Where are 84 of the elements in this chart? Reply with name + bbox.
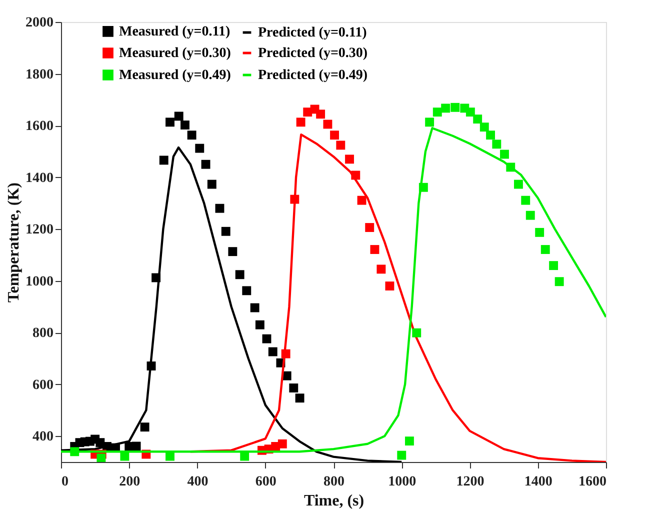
point <box>330 130 339 140</box>
point <box>549 261 558 270</box>
point <box>187 130 196 140</box>
point <box>255 320 264 330</box>
point <box>370 245 380 254</box>
point <box>365 223 374 232</box>
point <box>278 439 287 448</box>
point <box>316 110 326 119</box>
x-tick-label: 200 <box>119 474 140 490</box>
point <box>376 264 386 274</box>
point <box>385 282 394 290</box>
point <box>473 114 482 124</box>
legend-label: Predicted (y=0.49) <box>258 68 368 83</box>
point <box>514 180 523 189</box>
point <box>441 104 450 113</box>
point <box>466 108 475 117</box>
x-tick-label: 400 <box>187 474 208 490</box>
point <box>132 442 141 451</box>
point <box>425 118 434 127</box>
point <box>336 140 346 150</box>
point <box>296 118 306 127</box>
point <box>492 140 502 149</box>
point <box>120 452 130 461</box>
x-tick-label: 0 <box>62 474 68 490</box>
y-tick-label: 1800 <box>26 67 54 82</box>
point <box>250 303 260 312</box>
point <box>140 422 150 432</box>
y-tick-label: 600 <box>32 378 54 393</box>
point <box>480 122 489 132</box>
legend-label: Measured (y=0.49) <box>119 68 232 83</box>
point <box>242 286 252 296</box>
x-tick-label: 1600 <box>578 474 606 490</box>
y-tick-label: 2000 <box>26 16 54 30</box>
point <box>174 112 184 121</box>
legend-label: Measured (y=0.11) <box>119 24 230 40</box>
point <box>201 160 210 169</box>
point <box>221 226 230 236</box>
point <box>166 118 174 127</box>
point <box>357 196 366 205</box>
point <box>295 394 304 403</box>
point <box>215 204 224 213</box>
x-tick-label: 600 <box>255 474 276 490</box>
point <box>404 436 414 446</box>
line-series <box>61 146 403 462</box>
point <box>159 156 168 165</box>
point <box>268 347 278 356</box>
point <box>262 334 272 344</box>
point <box>323 120 332 129</box>
point <box>412 328 422 338</box>
point <box>486 130 495 140</box>
point <box>166 452 174 461</box>
point <box>96 454 106 462</box>
legend-label: Predicted (y=0.11) <box>258 26 368 40</box>
point <box>432 108 442 117</box>
point <box>289 384 298 392</box>
point <box>235 270 244 280</box>
y-tick-label: 800 <box>32 326 54 342</box>
point <box>240 452 250 461</box>
x-tick-label: 800 <box>324 474 344 490</box>
y-tick-label: 1200 <box>26 222 54 238</box>
point <box>207 180 216 189</box>
point <box>554 277 564 286</box>
x-axis-title: Time, (s) <box>304 492 364 510</box>
x-tick-label: 1000 <box>388 474 416 490</box>
point <box>180 120 190 130</box>
point <box>500 150 509 159</box>
point <box>521 196 530 205</box>
legend-label: Measured (y=0.30) <box>119 46 232 61</box>
y-axis-title: Temperature, (K) <box>6 182 22 302</box>
y-tick-label: 1400 <box>26 170 54 186</box>
point <box>526 210 535 220</box>
point <box>228 247 238 256</box>
point <box>540 245 550 254</box>
y-tick-label: 1600 <box>26 119 54 134</box>
point <box>450 102 460 112</box>
y-tick-label: 1000 <box>26 274 54 290</box>
point <box>535 228 544 237</box>
y-tick-label: 400 <box>32 430 54 445</box>
legend-label: Predicted (y=0.30) <box>258 46 368 61</box>
point <box>345 154 354 164</box>
point <box>397 450 406 460</box>
point <box>195 144 204 153</box>
x-tick-label: 1400 <box>524 474 552 490</box>
x-tick-label: 1200 <box>456 474 484 490</box>
